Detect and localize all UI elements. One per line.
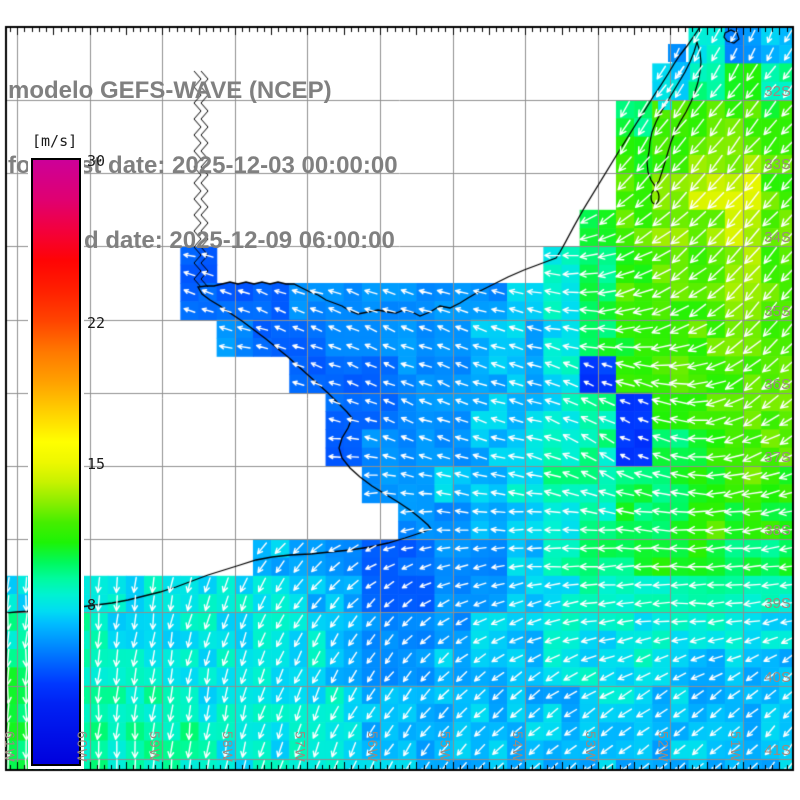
lon-label-57W: 57W bbox=[292, 731, 309, 763]
lon-label-54W: 54W bbox=[510, 731, 527, 763]
lat-label-37S: 37S bbox=[764, 449, 791, 466]
lon-label-51W: 51W bbox=[728, 731, 744, 763]
lon-label-53W: 53W bbox=[582, 731, 599, 763]
colorbar-gradient bbox=[33, 160, 79, 764]
lon-label-55W: 55W bbox=[437, 731, 454, 763]
lon-label-59W: 59W bbox=[147, 731, 164, 763]
colorbar-tick-15: 15 bbox=[87, 455, 106, 473]
colorbar-units-label: [m/s] bbox=[30, 132, 80, 150]
lat-label-41S: 41S bbox=[764, 741, 791, 759]
lon-label-58W: 58W bbox=[219, 731, 236, 763]
colorbar-tick-22: 22 bbox=[87, 313, 106, 332]
lon-label-61W: 61W bbox=[2, 731, 18, 763]
lat-label-40S: 40S bbox=[764, 668, 791, 686]
lat-label-36S: 36S bbox=[764, 375, 791, 393]
colorbar bbox=[31, 158, 81, 766]
lat-label-38S: 38S bbox=[764, 522, 791, 540]
lat-label-33S: 33S bbox=[764, 156, 791, 174]
lon-label-52W: 52W bbox=[655, 731, 672, 763]
colorbar-tick-30: 30 bbox=[87, 152, 106, 170]
lon-label-60W: 60W bbox=[74, 731, 91, 763]
lat-label-32S: 32S bbox=[764, 83, 791, 100]
lat-label-34S: 34S bbox=[764, 229, 791, 247]
lat-label-35S: 35S bbox=[764, 302, 791, 320]
model-title: modelo GEFS-WAVE (NCEP) bbox=[8, 77, 332, 104]
colorbar-tick-8: 8 bbox=[87, 596, 97, 615]
lon-label-56W: 56W bbox=[365, 731, 381, 763]
lat-label-39S: 39S bbox=[764, 595, 791, 613]
